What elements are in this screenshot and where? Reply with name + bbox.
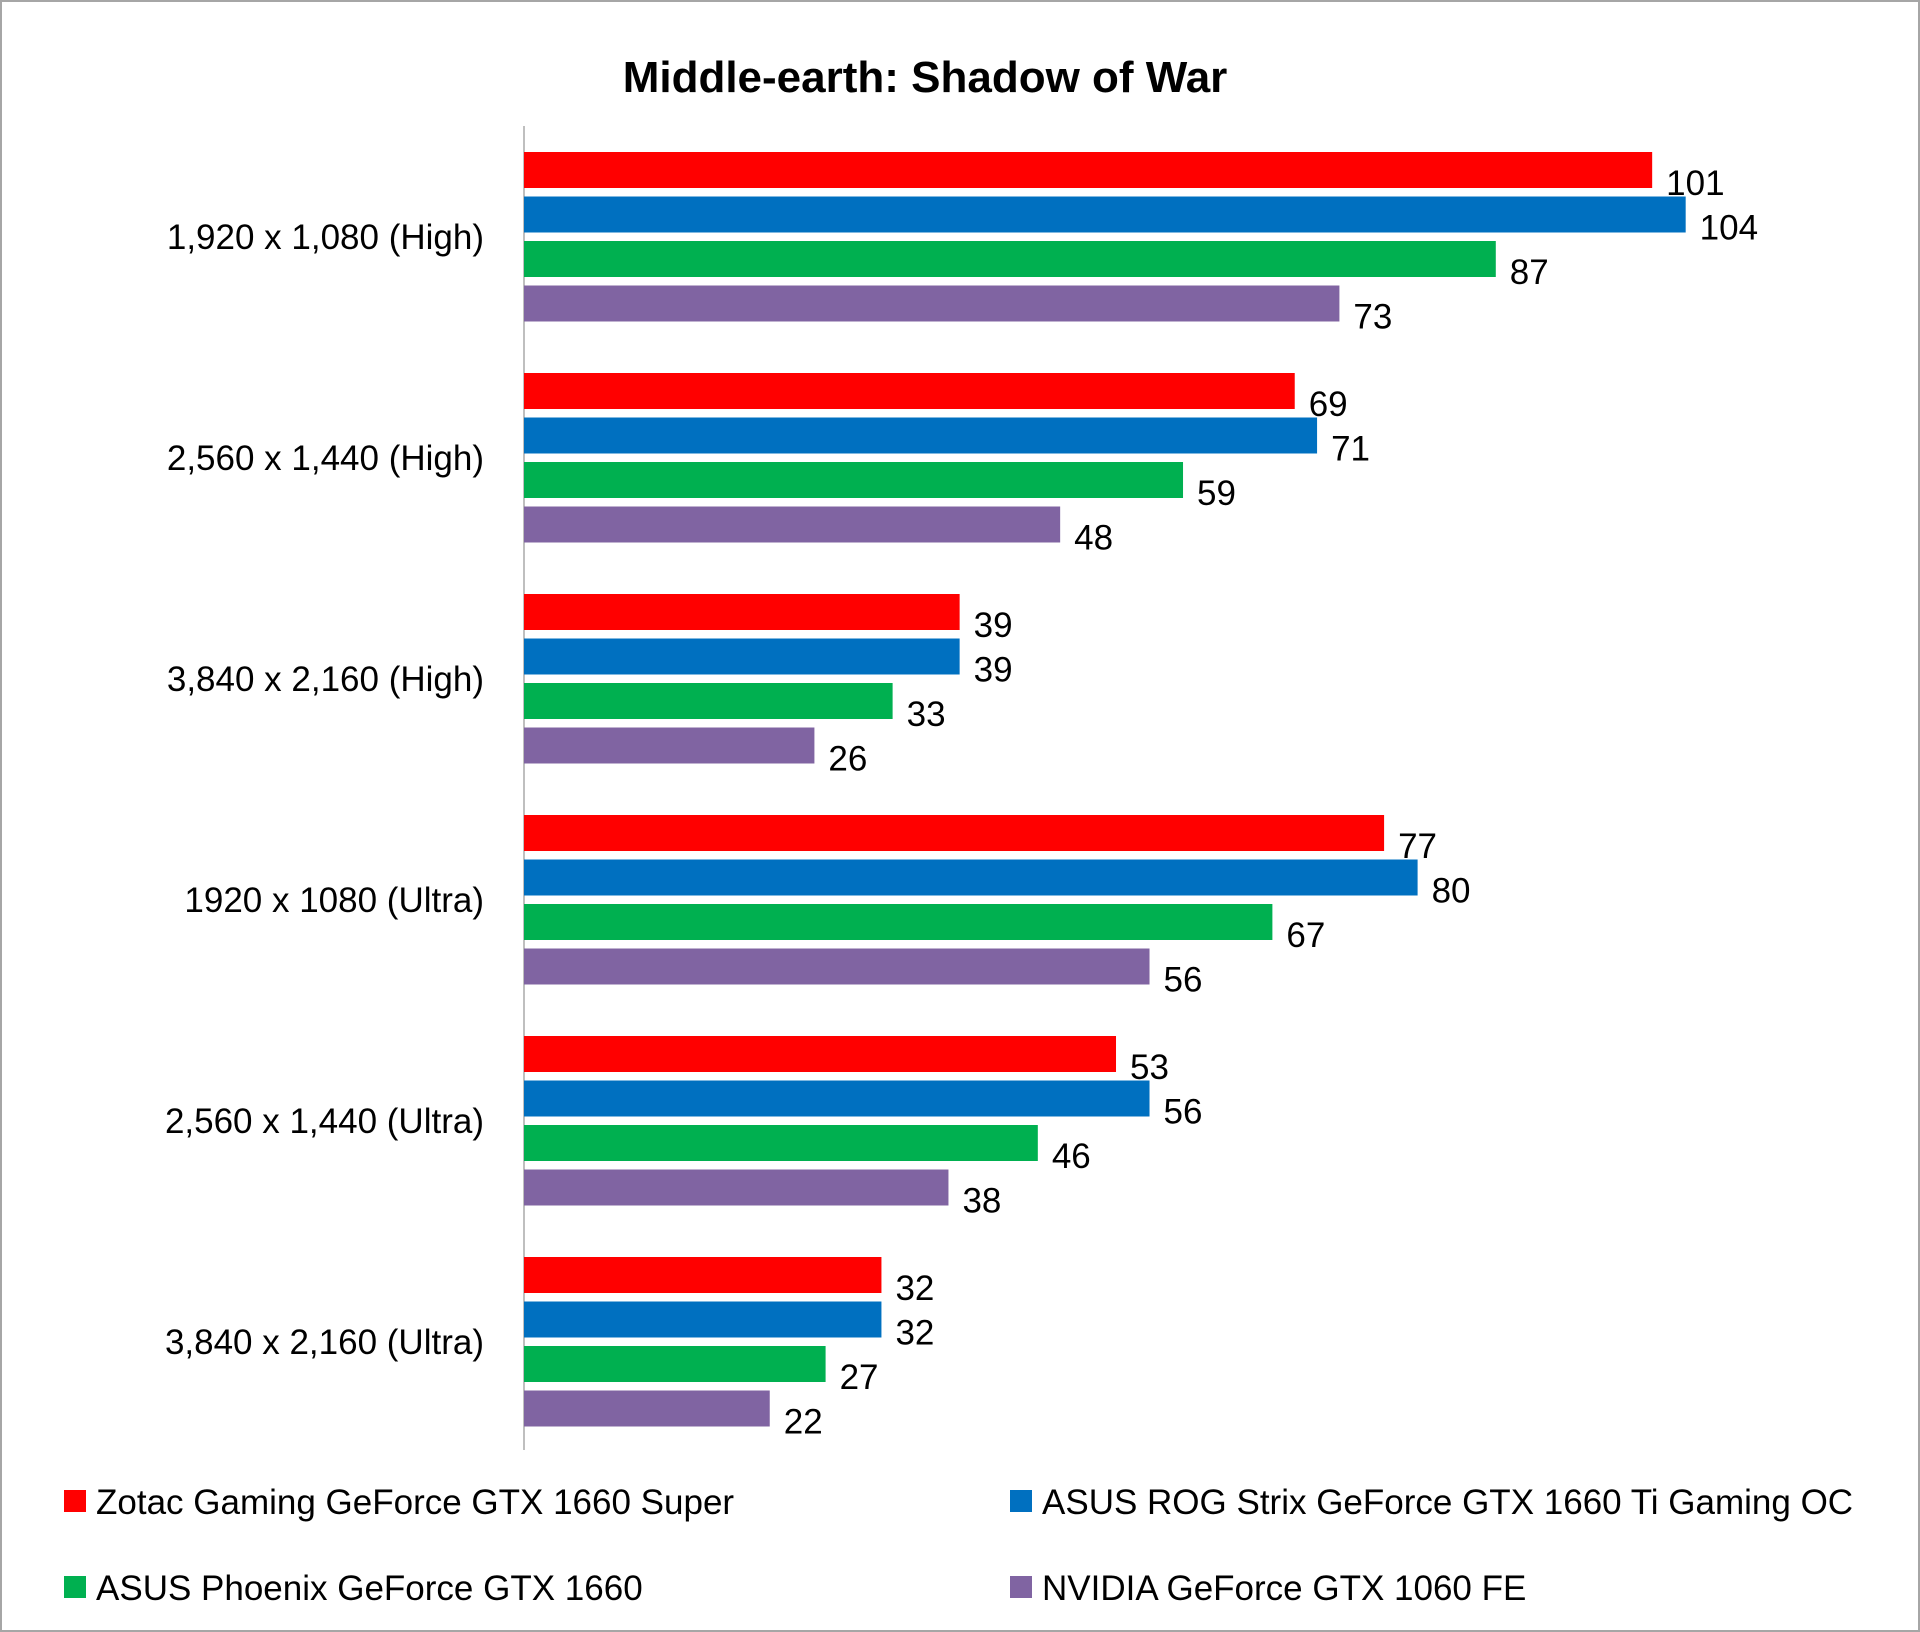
legend-label: ASUS ROG Strix GeForce GTX 1660 Ti Gamin… [1042,1483,1853,1522]
bar [524,506,1061,543]
bar [524,683,893,719]
value-label: 59 [1197,474,1236,513]
value-label: 33 [907,695,946,734]
legend-item: NVIDIA GeForce GTX 1060 FE [1010,1569,1526,1608]
category-label: 2,560 x 1,440 (High) [167,439,484,478]
legend-swatch [64,1576,86,1598]
value-label: 104 [1700,209,1758,248]
value-label: 46 [1052,1137,1091,1176]
bar [524,417,1318,454]
value-label: 71 [1331,430,1370,469]
legend-label: Zotac Gaming GeForce GTX 1660 Super [96,1483,734,1522]
bar [524,815,1385,851]
bar [524,1036,1117,1072]
bar [524,638,960,675]
bar [524,196,1686,233]
category-label: 2,560 x 1,440 (Ultra) [165,1102,484,1141]
bar [524,904,1273,940]
value-label: 48 [1074,519,1113,558]
bar [524,1390,770,1427]
category-label: 3,840 x 2,160 (High) [167,660,484,699]
legend-label: NVIDIA GeForce GTX 1060 FE [1042,1569,1526,1608]
legend-label: ASUS Phoenix GeForce GTX 1660 [96,1569,643,1608]
value-label: 67 [1286,916,1325,955]
category-label: 3,840 x 2,160 (Ultra) [165,1323,484,1362]
bar [524,1257,882,1293]
bar [524,1080,1150,1117]
value-label: 80 [1432,872,1471,911]
bar [524,462,1184,498]
bar [524,1169,949,1206]
legend-item: ASUS ROG Strix GeForce GTX 1660 Ti Gamin… [1010,1483,1853,1522]
legend-swatch [64,1490,86,1512]
chart-title: Middle-earth: Shadow of War [623,53,1228,102]
bar [524,373,1295,409]
value-label: 26 [828,740,867,779]
bar [524,152,1653,188]
legend-item: Zotac Gaming GeForce GTX 1660 Super [64,1483,734,1522]
legend-swatch [1010,1490,1032,1512]
value-label: 27 [840,1358,879,1397]
value-label: 56 [1164,961,1203,1000]
legend-swatch [1010,1576,1032,1598]
legend-item: ASUS Phoenix GeForce GTX 1660 [64,1569,643,1608]
value-label: 56 [1164,1093,1203,1132]
value-label: 73 [1353,298,1392,337]
bar [524,285,1340,322]
bar [524,859,1418,896]
bar [524,1301,882,1338]
bar [524,594,960,630]
value-label: 39 [974,606,1013,645]
value-label: 32 [895,1269,934,1308]
value-label: 87 [1510,253,1549,292]
value-label: 39 [974,651,1013,690]
bar [524,1125,1038,1161]
category-label: 1,920 x 1,080 (High) [167,218,484,257]
value-label: 38 [962,1182,1001,1221]
value-label: 32 [895,1314,934,1353]
bar [524,1346,826,1382]
bar [524,727,815,764]
legend: Zotac Gaming GeForce GTX 1660 Super ASUS … [64,1483,1853,1608]
category-label: 1920 x 1080 (Ultra) [184,881,484,920]
bar [524,241,1496,277]
value-label: 22 [784,1403,823,1442]
bar [524,948,1150,985]
